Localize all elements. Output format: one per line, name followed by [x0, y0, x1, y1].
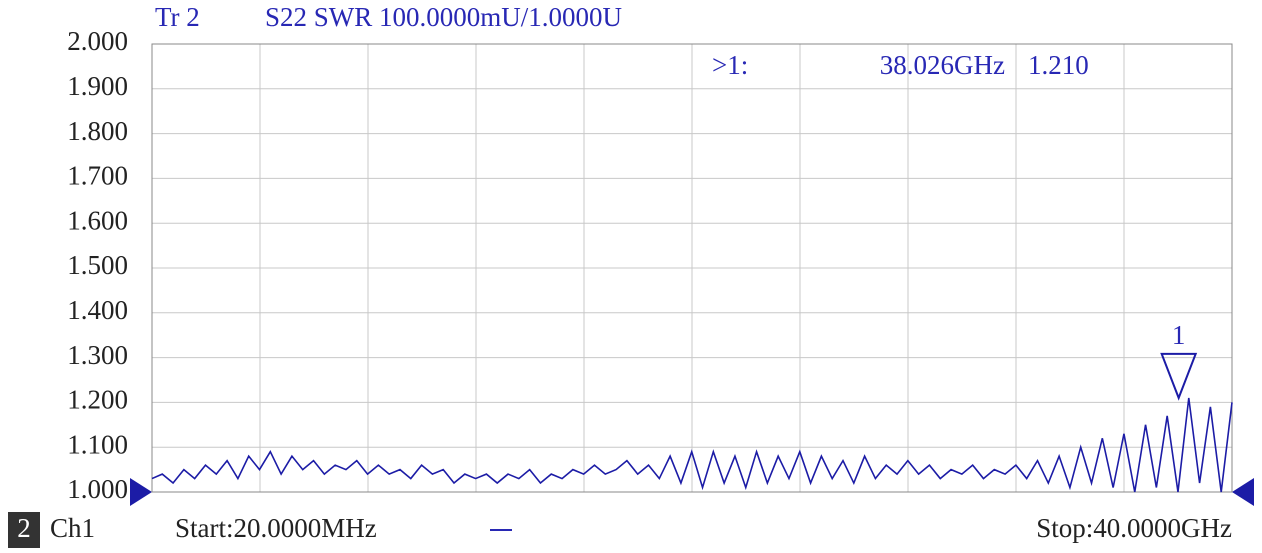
marker-frequency: 38.026GHz — [880, 50, 1005, 80]
marker-value: 1.210 — [1028, 50, 1089, 80]
y-tick-label: 1.200 — [67, 385, 128, 415]
y-tick-label: 1.800 — [67, 116, 128, 146]
stop-frequency: Stop:40.0000GHz — [1036, 513, 1232, 543]
reference-marker-left — [130, 478, 152, 506]
plot-frame — [151, 43, 1233, 493]
marker-triangle — [1160, 352, 1198, 401]
channel-number: 2 — [17, 513, 31, 543]
y-tick-label: 1.300 — [67, 340, 128, 370]
reference-marker-right — [1232, 478, 1254, 506]
channel-badge — [8, 512, 40, 548]
y-tick-label: 1.100 — [67, 429, 128, 459]
trace — [151, 397, 1233, 493]
y-tick-label: 1.600 — [67, 205, 128, 235]
marker-label: 1 — [1172, 320, 1186, 350]
chart-title: S22 SWR 100.0000mU/1.0000U — [265, 2, 622, 32]
marker-readout-label: >1: — [712, 50, 748, 80]
channel-label: Ch1 — [50, 513, 95, 543]
start-frequency: Start:20.0000MHz — [175, 513, 377, 543]
y-tick-label: 1.700 — [67, 161, 128, 191]
y-tick-label: 1.000 — [67, 474, 128, 504]
y-tick-label: 1.400 — [67, 295, 128, 325]
y-tick-label: 2.000 — [67, 26, 128, 56]
trace-label: Tr 2 — [155, 2, 200, 32]
y-tick-label: 1.900 — [67, 71, 128, 101]
y-tick-label: 1.500 — [67, 250, 128, 280]
